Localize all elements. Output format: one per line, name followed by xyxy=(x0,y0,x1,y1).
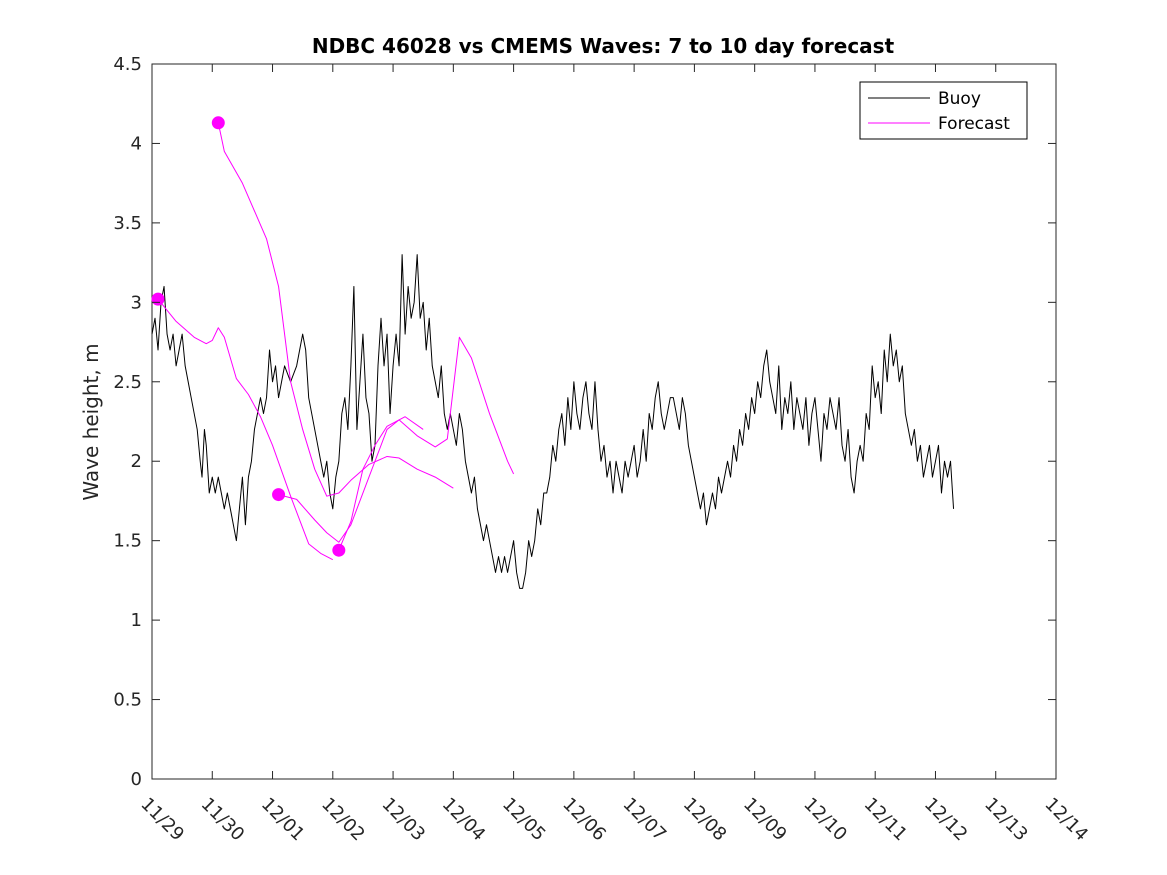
y-tick-label: 4.5 xyxy=(113,54,142,75)
y-tick-label: 4 xyxy=(131,133,142,154)
forecast-series-line-1 xyxy=(157,298,334,561)
axes-box xyxy=(151,63,1057,780)
forecast-start-marker-4 xyxy=(332,543,346,557)
y-tick-label: 1.5 xyxy=(113,531,142,552)
forecast-start-marker-1 xyxy=(151,292,165,306)
axes-layer xyxy=(151,63,1057,780)
y-tick-label: 2.5 xyxy=(113,372,142,393)
y-tick-label: 0.5 xyxy=(113,690,142,711)
legend-buoy-label: Buoy xyxy=(938,89,981,109)
forecast-series-line-4 xyxy=(338,416,424,551)
y-tick-label: 3 xyxy=(131,292,142,313)
chart-title: NDBC 46028 vs CMEMS Waves: 7 to 10 day f… xyxy=(312,34,895,58)
legend-box xyxy=(859,81,1028,140)
forecast-series-line-2 xyxy=(217,122,454,497)
series-layer xyxy=(151,116,955,589)
y-tick-label: 0 xyxy=(131,769,142,790)
y-axis-label: Wave height, m xyxy=(79,343,103,500)
y-tick-label: 2 xyxy=(131,451,142,472)
y-tick-label: 1 xyxy=(131,610,142,631)
buoy-series-line xyxy=(151,254,955,589)
forecast-start-marker-2 xyxy=(211,116,225,130)
y-tick-label: 3.5 xyxy=(113,213,142,234)
forecast-start-marker-3 xyxy=(272,488,286,502)
legend: Buoy Forecast xyxy=(859,81,1028,140)
legend-forecast-label: Forecast xyxy=(938,114,1010,134)
